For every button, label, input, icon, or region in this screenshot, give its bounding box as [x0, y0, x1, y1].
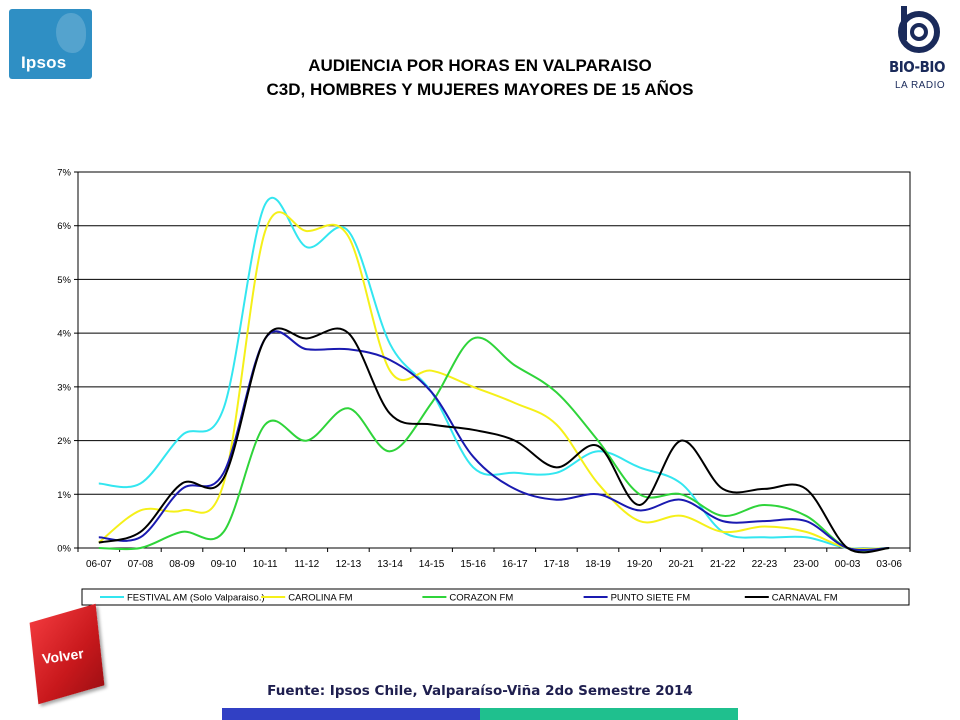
series-line-festival-am-solo-valparaiso: [98, 196, 890, 550]
y-tick-label: 6%: [57, 221, 71, 232]
y-tick-label: 2%: [57, 436, 71, 447]
legend-label-corazon-fm: CORAZON FM: [449, 593, 513, 604]
x-tick-label: 19-20: [627, 559, 653, 570]
y-tick-label: 5%: [57, 275, 71, 286]
x-tick-label: 09-10: [211, 559, 237, 570]
x-tick-label: 14-15: [419, 559, 445, 570]
ipsos-logo: Ipsos: [9, 9, 92, 79]
x-tick-label: 17-18: [544, 559, 570, 570]
footer-bar-right: [480, 708, 738, 720]
x-tick-label: 06-07: [86, 559, 112, 570]
x-tick-label: 21-22: [710, 559, 736, 570]
y-tick-label: 3%: [57, 382, 71, 393]
source-footnote: Fuente: Ipsos Chile, Valparaíso-Viña 2do…: [267, 683, 693, 699]
legend-label-punto-siete-fm: PUNTO SIETE FM: [611, 593, 691, 604]
x-tick-label: 11-12: [294, 559, 319, 570]
volver-back-button[interactable]: Volver: [28, 603, 112, 705]
x-tick-label: 03-06: [876, 559, 902, 570]
legend-label-carolina-fm: CAROLINA FM: [288, 593, 352, 604]
x-tick-label: 13-14: [377, 559, 403, 570]
legend-label-carnaval-fm: CARNAVAL FM: [772, 593, 838, 604]
y-tick-label: 4%: [57, 329, 71, 340]
series-line-punto-siete-fm: [98, 330, 890, 551]
x-tick-label: 07-08: [128, 559, 154, 570]
legend-label-festival-am-solo-valparaiso: FESTIVAL AM (Solo Valparaiso.): [127, 593, 265, 604]
chart-series-lines: [98, 196, 890, 554]
x-tick-label: 22-23: [752, 559, 778, 570]
x-tick-label: 15-16: [460, 559, 486, 570]
ipsos-logo-text: Ipsos: [21, 53, 67, 72]
series-line-corazon-fm: [98, 336, 890, 552]
legend-frame: [81, 588, 910, 606]
y-tick-label: 1%: [57, 490, 71, 501]
biobio-radio-wave-icon: [898, 6, 940, 53]
x-tick-label: 23-00: [793, 559, 819, 570]
y-tick-label: 7%: [57, 168, 71, 179]
chart-title-line-2: C3D, HOMBRES Y MUJERES MAYORES DE 15 AÑO…: [266, 80, 694, 99]
x-tick-label: 16-17: [502, 559, 528, 570]
x-tick-label: 08-09: [169, 559, 195, 570]
x-tick-label: 12-13: [336, 559, 362, 570]
series-line-carnaval-fm: [98, 327, 890, 554]
biobio-logo-name: BIO-BIO: [889, 58, 945, 76]
biobio-logo: BIO-BIO LA RADIO: [885, 6, 953, 102]
chart-gridlines: [78, 225, 910, 495]
series-line-carolina-fm: [98, 211, 890, 551]
ipsos-head-silhouette-icon: [56, 13, 86, 53]
y-tick-label: 0%: [57, 544, 71, 555]
x-tick-label: 18-19: [585, 559, 611, 570]
x-tick-label: 10-11: [253, 559, 278, 570]
chart-axis-ticks: 0% 1% 2% 3% 4% 5% 6% 7% 06-07 07-08 08-09 09-10 10-1…: [57, 168, 911, 570]
x-tick-label: 20-21: [668, 559, 694, 570]
biobio-logo-sub: LA RADIO: [895, 80, 946, 91]
x-tick-label: 00-03: [835, 559, 861, 570]
footer-bar-left: [222, 708, 480, 720]
plot-area-frame: [77, 171, 911, 549]
chart-legend: FESTIVAL AM (Solo Valparaiso.) CAROLINA F…: [81, 588, 910, 606]
chart-title-line-1: AUDIENCIA POR HORAS EN VALPARAISO: [308, 56, 652, 75]
